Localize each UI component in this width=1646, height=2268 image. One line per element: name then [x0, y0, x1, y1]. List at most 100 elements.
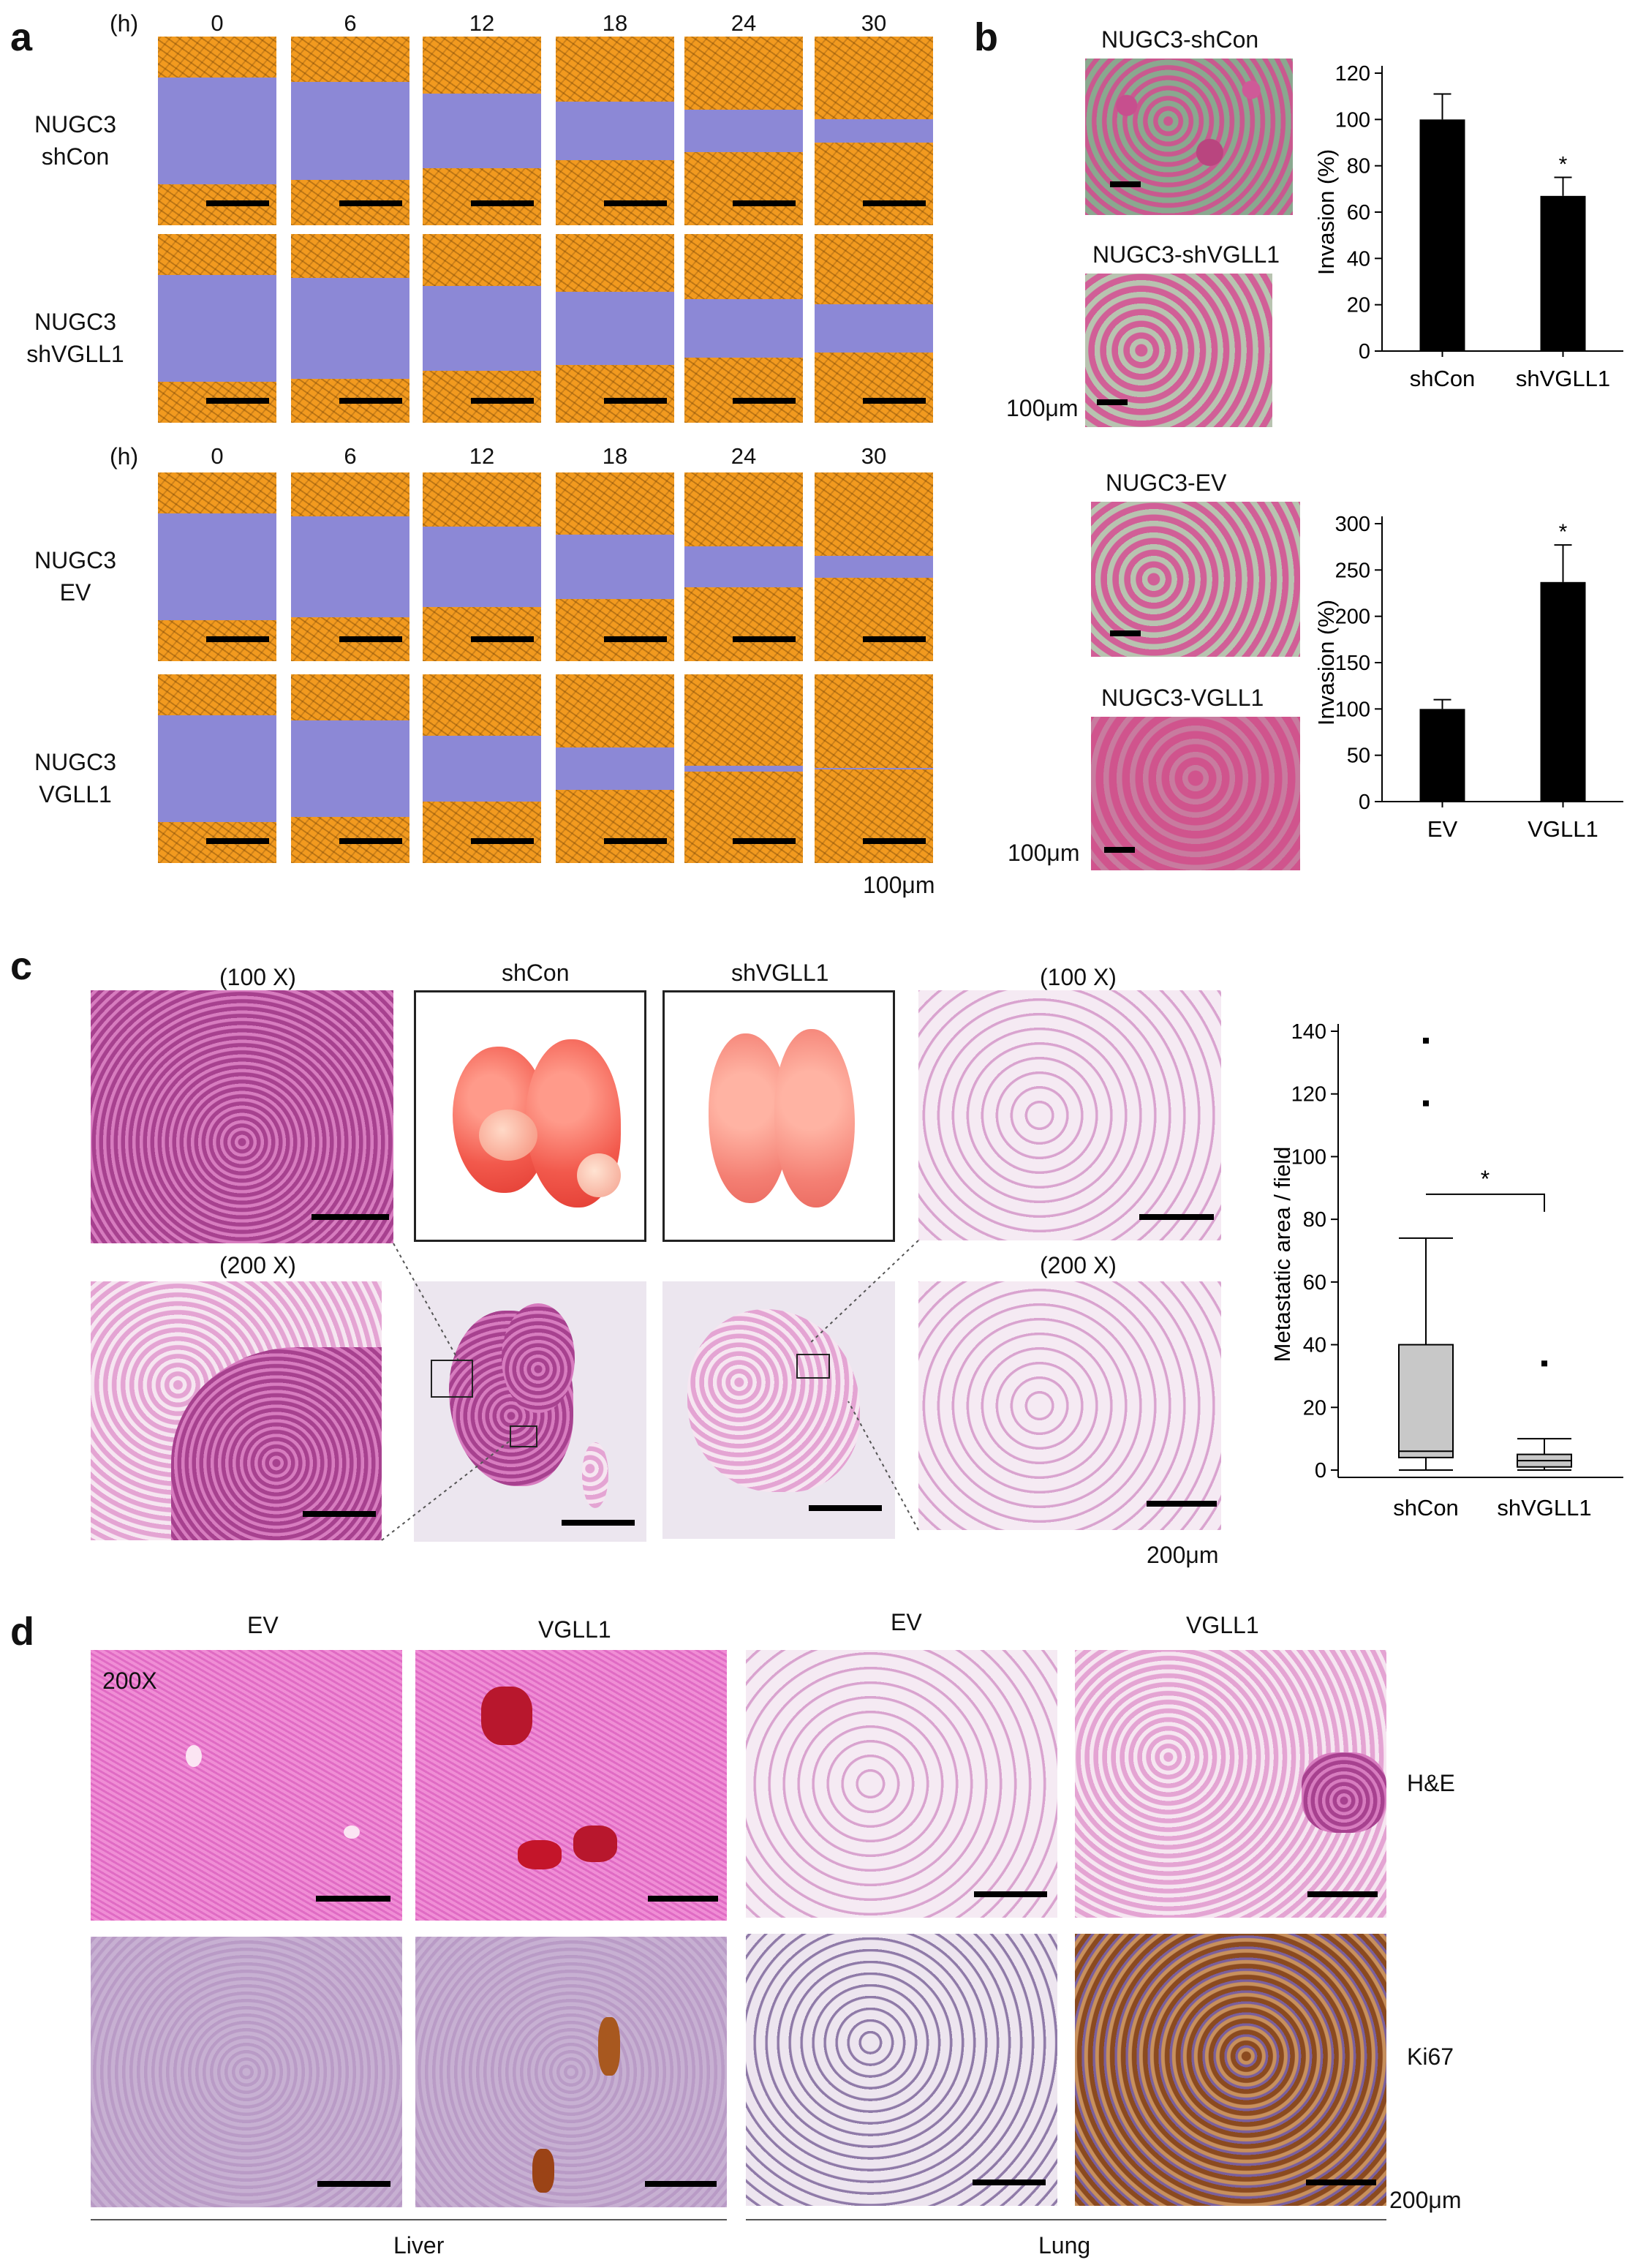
time-point-label: 18: [602, 443, 628, 469]
column-label: EV: [891, 1609, 922, 1635]
row-label: VGLL1: [39, 781, 112, 807]
row-label: H&E: [1407, 1770, 1455, 1796]
row-label: NUGC3: [34, 547, 116, 573]
wound-gap: [423, 735, 541, 802]
y-tick-label: 140: [1291, 1020, 1326, 1044]
scratch-image: [158, 234, 276, 423]
scratch-image: [684, 37, 803, 225]
invasion-image-vgll1: [1091, 717, 1300, 870]
scale-bar: [471, 838, 534, 844]
photo-label: shCon: [502, 960, 570, 986]
whole-lung-section-shcon: [414, 1281, 646, 1542]
invasion-image-label: NUGC3-shCon: [1101, 26, 1259, 53]
magnification-label: (100 X): [1040, 964, 1117, 990]
column-label: EV: [247, 1612, 279, 1638]
scale-bar: [863, 200, 926, 206]
group-rule-lung: [746, 2219, 1386, 2220]
wound-gap: [684, 766, 803, 772]
scale-bar: [863, 838, 926, 844]
scratch-image: [556, 674, 674, 863]
wound-gap: [423, 93, 541, 169]
y-tick-label: 150: [1335, 652, 1370, 675]
scale-bar: [733, 200, 796, 206]
bar: [1540, 195, 1586, 351]
wound-gap: [556, 747, 674, 791]
significance-mark: *: [1559, 520, 1568, 544]
column-label: VGLL1: [538, 1616, 611, 1643]
scratch-image: [556, 472, 674, 661]
y-tick-label: 0: [1315, 1459, 1326, 1483]
y-tick-label: 100: [1335, 108, 1370, 132]
scratch-image: [158, 472, 276, 661]
x-tick-label: shVGLL1: [1497, 1495, 1591, 1521]
lung-photo-shcon: [414, 990, 646, 1242]
outlier-point: [1423, 1037, 1429, 1044]
time-point-label: 6: [344, 443, 357, 469]
scratch-image: [815, 472, 933, 661]
row-label: EV: [59, 579, 91, 606]
bar: [1540, 581, 1586, 802]
scale-bar: [471, 200, 534, 206]
scratch-image: [158, 674, 276, 863]
whole-lung-section-shvgll1: [662, 1281, 895, 1539]
scale-bar: [863, 636, 926, 642]
column-label: VGLL1: [1186, 1612, 1259, 1638]
wound-gap: [291, 516, 409, 617]
scale-label: 100μm: [1008, 840, 1080, 866]
row-label: Ki67: [1407, 2043, 1454, 2070]
x-tick-label: shCon: [1393, 1495, 1459, 1521]
scratch-image: [684, 234, 803, 423]
histology-shvgll1-200x: [918, 1281, 1221, 1530]
y-tick-label: 60: [1303, 1271, 1326, 1295]
scratch-image: [423, 37, 541, 225]
scratch-image: [291, 234, 409, 423]
wound-gap: [423, 527, 541, 607]
liver-ev-ki67: [91, 1937, 402, 2207]
scale-bar: [339, 200, 402, 206]
wound-gap: [423, 285, 541, 372]
scale-bar: [733, 636, 796, 642]
bar: [1419, 119, 1465, 351]
row-label: NUGC3: [34, 749, 116, 775]
scale-bar: [339, 398, 402, 404]
y-tick-label: 200: [1335, 606, 1370, 629]
scratch-image: [684, 674, 803, 863]
wound-gap: [158, 78, 276, 184]
panel-label-d: d: [10, 1610, 34, 1654]
x-tick-label: shVGLL1: [1516, 366, 1610, 391]
wound-gap: [158, 715, 276, 822]
wound-gap: [815, 556, 933, 578]
hours-unit-label: (h): [110, 10, 139, 37]
wound-gap: [158, 275, 276, 382]
magnification-label: (200 X): [219, 1252, 296, 1278]
scratch-image: [291, 472, 409, 661]
row-label: NUGC3: [34, 111, 116, 137]
time-point-label: 24: [730, 443, 757, 469]
box: [1398, 1344, 1454, 1458]
lung-ev-he: [746, 1650, 1057, 1918]
lung-vgll1-ki67: [1075, 1934, 1386, 2206]
scratch-image: [815, 234, 933, 423]
scale-label: 200μm: [1147, 1542, 1219, 1568]
significance-mark: *: [1481, 1166, 1490, 1192]
liver-vgll1-ki67: [415, 1937, 727, 2207]
y-tick-label: 40: [1303, 1334, 1326, 1357]
scratch-image: [556, 37, 674, 225]
scratch-image: [815, 674, 933, 863]
wound-gap: [815, 767, 933, 770]
scratch-image: [684, 472, 803, 661]
time-point-label: 0: [211, 10, 224, 36]
time-point-label: 18: [602, 10, 628, 36]
time-point-label: 12: [469, 443, 495, 469]
outlier-point: [1423, 1100, 1429, 1107]
y-axis-label: Invasion (%): [1313, 600, 1339, 726]
group-label: Lung: [1038, 2232, 1091, 2258]
panel-label-c: c: [10, 944, 33, 988]
y-axis-label: Invasion (%): [1313, 149, 1339, 275]
hours-unit-label: (h): [110, 443, 139, 470]
time-point-label: 12: [469, 10, 495, 36]
time-point-label: 30: [861, 443, 887, 469]
y-tick-label: 250: [1335, 559, 1370, 582]
histology-shcon-100x: [91, 990, 393, 1243]
time-point-label: 24: [730, 10, 757, 36]
